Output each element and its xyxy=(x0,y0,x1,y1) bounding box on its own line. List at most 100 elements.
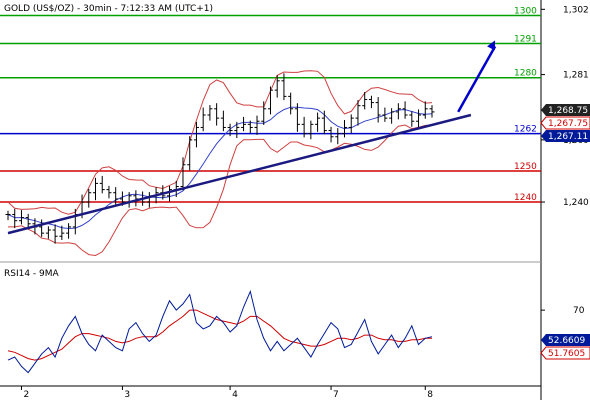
price-axis-label: 1,302 xyxy=(563,5,589,15)
bollinger-bands xyxy=(7,70,433,257)
price-tag-dark: 1,268.75 xyxy=(541,104,590,116)
rsi-tag-blue: 52.6609 xyxy=(541,334,590,346)
price-bar xyxy=(187,136,193,171)
rsi-tag-red-text: 51.7605 xyxy=(548,349,585,359)
price-tag-dark-shape xyxy=(541,104,590,116)
price-bar xyxy=(167,185,173,202)
price-bar xyxy=(5,210,11,221)
price-bar xyxy=(281,73,287,101)
price-bar xyxy=(180,157,186,191)
bollinger-upper-band xyxy=(7,70,433,215)
level-label-1250: 1250 xyxy=(514,162,537,172)
price-bar xyxy=(328,126,334,143)
price-bar xyxy=(389,108,395,124)
price-bar xyxy=(113,187,119,207)
price-bar xyxy=(395,103,401,120)
rsi-tag-red: 51.7605 xyxy=(540,346,590,360)
price-axis-label: 1,281 xyxy=(563,71,589,81)
price-bar xyxy=(429,105,435,118)
bollinger-lower-band xyxy=(8,124,433,257)
time-axis-label: 4 xyxy=(232,390,238,400)
price-bar xyxy=(355,100,361,126)
rsi-ma-line xyxy=(7,309,432,361)
rsi-axis-label: 70 xyxy=(573,306,585,316)
price-bar xyxy=(315,112,321,132)
price-bar xyxy=(274,75,280,98)
price-tag-blue-text: 1,267.11 xyxy=(548,132,588,142)
time-axis-label: 7 xyxy=(333,390,339,400)
price-tag-red-shape xyxy=(540,116,590,130)
price-bar xyxy=(52,224,58,244)
rsi-tag-red-shape xyxy=(540,346,590,360)
time-axis-label: 3 xyxy=(124,390,130,400)
price-bar xyxy=(18,210,24,225)
level-label-1240: 1240 xyxy=(514,193,537,203)
price-bar xyxy=(86,188,92,208)
time-axis-label: 2 xyxy=(23,390,29,400)
price-bar xyxy=(214,103,220,126)
price-bar xyxy=(348,114,354,134)
price-tag-blue: 1,267.11 xyxy=(541,130,590,142)
price-bar xyxy=(362,92,368,110)
level-label-1291: 1291 xyxy=(514,35,537,45)
rsi-tag-blue-shape xyxy=(541,334,590,346)
price-bar xyxy=(261,101,267,125)
price-bars xyxy=(5,73,435,244)
price-bar xyxy=(402,101,408,119)
price-bar xyxy=(99,175,105,194)
support-resistance-levels: 1300 1291 1280 1262 1250 1240 xyxy=(0,7,541,203)
rsi-title: RSI14 - 9MA xyxy=(4,269,60,279)
price-bar xyxy=(241,116,247,132)
price-bar xyxy=(220,110,226,132)
trendline-layer xyxy=(7,40,497,235)
projection-arrow-head xyxy=(487,40,496,51)
price-bar xyxy=(254,115,260,135)
rsi-line xyxy=(7,289,433,374)
level-label-1280: 1280 xyxy=(514,69,537,79)
chart-title: GOLD (US$/OZ) - 30min - 7:12:33 AM (UTC+… xyxy=(4,4,213,14)
price-bar xyxy=(288,92,294,115)
projection-arrow-shaft xyxy=(457,45,497,113)
rsi-tag-blue-text: 52.6609 xyxy=(548,336,585,346)
price-axis-panel xyxy=(541,0,590,400)
level-label-1300: 1300 xyxy=(514,7,537,17)
price-bar xyxy=(193,121,199,148)
price-bar xyxy=(45,226,51,239)
price-bar xyxy=(267,86,273,115)
price-tag-blue-shape xyxy=(541,130,590,142)
price-bar xyxy=(106,185,112,199)
price-tag-dark-text: 1,268.75 xyxy=(548,106,588,116)
price-axis-label: 1,240 xyxy=(563,198,589,208)
price-bar xyxy=(301,116,307,138)
price-bar xyxy=(207,105,213,121)
price-bar xyxy=(200,107,206,132)
price-bar xyxy=(342,119,348,138)
price-bar xyxy=(422,101,428,119)
time-axis-label: 8 xyxy=(427,390,433,400)
price-bar xyxy=(66,223,72,239)
price-bar xyxy=(321,110,327,135)
price-bar xyxy=(335,128,341,145)
price-bar xyxy=(368,95,374,109)
value-tags: 1,268.75 1,267.75 1,267.11 52.6609 51.7605 xyxy=(540,104,590,360)
price-bar xyxy=(12,208,18,229)
price-tag-red: 1,267.75 xyxy=(540,116,590,130)
price-bar xyxy=(92,177,98,201)
price-bar xyxy=(409,111,415,127)
price-bar xyxy=(59,225,65,240)
price-bar xyxy=(416,109,422,129)
price-bar xyxy=(308,120,314,140)
price-bar xyxy=(234,121,240,139)
price-bar xyxy=(382,107,388,122)
price-tag-red-text: 1,267.75 xyxy=(548,119,588,129)
price-bar xyxy=(375,96,381,123)
moving-average-line xyxy=(7,106,433,230)
price-bar xyxy=(294,103,300,132)
rsi-lines xyxy=(7,289,433,374)
price-bar xyxy=(247,120,253,134)
uptrend-line xyxy=(7,113,472,235)
level-label-1262: 1262 xyxy=(514,125,537,135)
price-bar xyxy=(39,219,45,237)
price-bar xyxy=(227,123,233,137)
